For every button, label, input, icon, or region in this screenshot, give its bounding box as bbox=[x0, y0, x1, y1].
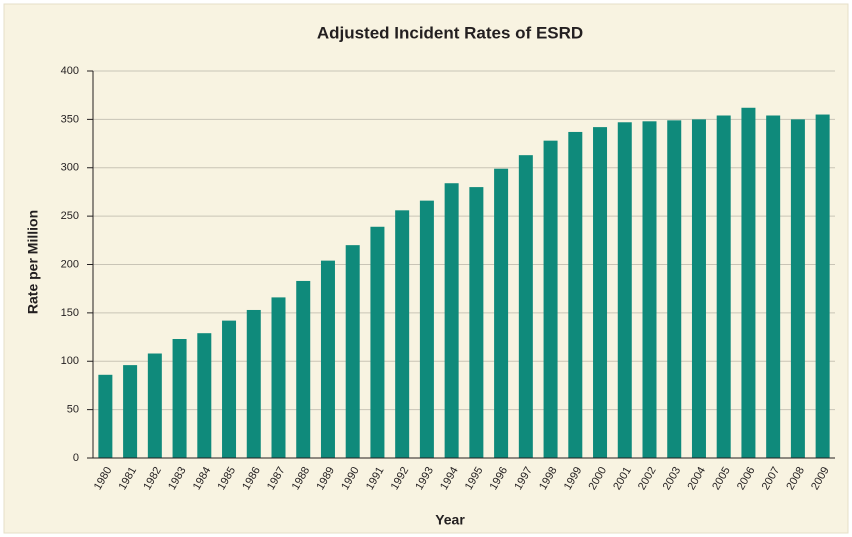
bar bbox=[815, 114, 830, 458]
bar bbox=[147, 353, 162, 458]
y-tick-label: 400 bbox=[61, 65, 79, 77]
y-axis-title: Rate per Million bbox=[25, 210, 41, 314]
bar bbox=[246, 309, 261, 458]
y-tick-label: 350 bbox=[61, 113, 79, 125]
y-tick-label: 100 bbox=[61, 355, 79, 367]
bar bbox=[320, 260, 335, 458]
bar bbox=[123, 365, 138, 458]
bar bbox=[197, 333, 212, 458]
x-axis-title: Year bbox=[435, 512, 465, 528]
bar bbox=[172, 338, 187, 458]
y-tick-label: 300 bbox=[61, 162, 79, 174]
y-tick-label: 150 bbox=[61, 307, 79, 319]
bar bbox=[444, 183, 459, 459]
bar bbox=[642, 121, 657, 458]
bar bbox=[741, 107, 756, 458]
y-tick-label: 50 bbox=[67, 404, 79, 416]
bar bbox=[543, 140, 558, 458]
bar bbox=[667, 120, 682, 458]
bar bbox=[271, 297, 286, 458]
bar bbox=[691, 119, 706, 458]
bar bbox=[419, 200, 434, 458]
bar bbox=[617, 122, 632, 458]
bar bbox=[593, 127, 608, 459]
bar bbox=[98, 374, 113, 458]
bar bbox=[296, 280, 311, 458]
bar bbox=[790, 119, 805, 458]
bar bbox=[568, 131, 583, 458]
bar bbox=[370, 226, 385, 458]
y-tick-label: 250 bbox=[61, 210, 79, 222]
chart-title: Adjusted Incident Rates of ESRD bbox=[317, 23, 583, 42]
bar bbox=[766, 115, 781, 458]
bar bbox=[345, 245, 360, 458]
bar bbox=[518, 155, 533, 459]
bar bbox=[716, 115, 731, 458]
y-tick-label: 200 bbox=[61, 258, 79, 270]
bar bbox=[395, 210, 410, 458]
bar bbox=[469, 187, 484, 458]
bar bbox=[494, 168, 509, 458]
bar bbox=[222, 320, 237, 458]
y-tick-label: 0 bbox=[73, 452, 79, 464]
